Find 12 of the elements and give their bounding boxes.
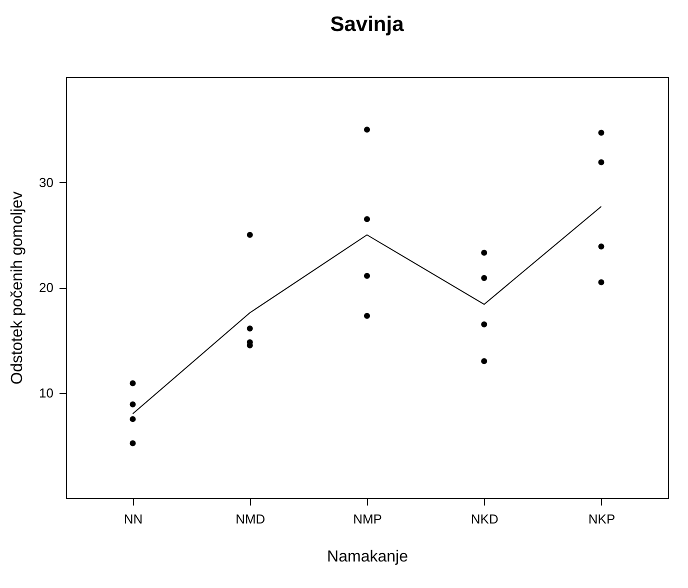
line-series bbox=[132, 206, 602, 414]
chart-title: Savinja bbox=[330, 13, 404, 36]
y-tick-label: 20 bbox=[39, 280, 54, 295]
y-axis-title: Odstotek počenih gomoljev bbox=[9, 192, 26, 384]
y-tick-label: 30 bbox=[39, 174, 54, 190]
x-tick-label: NKP bbox=[588, 512, 616, 526]
x-tick-label: NMP bbox=[353, 512, 382, 526]
y-tick-label: 10 bbox=[39, 385, 54, 400]
x-tick-label: NKD bbox=[470, 512, 498, 526]
x-axis-title: Namakanje bbox=[327, 548, 408, 566]
x-tick-label: NMD bbox=[236, 512, 266, 526]
x-tick-label: NN bbox=[124, 512, 143, 526]
